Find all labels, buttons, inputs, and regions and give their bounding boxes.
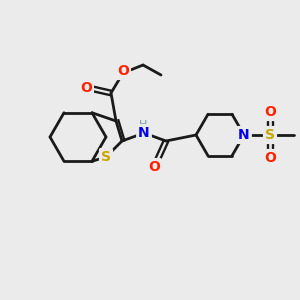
Text: S: S	[265, 128, 275, 142]
Text: O: O	[80, 81, 92, 95]
Text: H: H	[139, 120, 147, 130]
Text: N: N	[138, 126, 150, 140]
Text: S: S	[101, 150, 111, 164]
Text: N: N	[238, 128, 250, 142]
Text: O: O	[117, 64, 129, 78]
Text: O: O	[264, 105, 276, 119]
Text: O: O	[148, 160, 160, 174]
Text: O: O	[264, 151, 276, 165]
